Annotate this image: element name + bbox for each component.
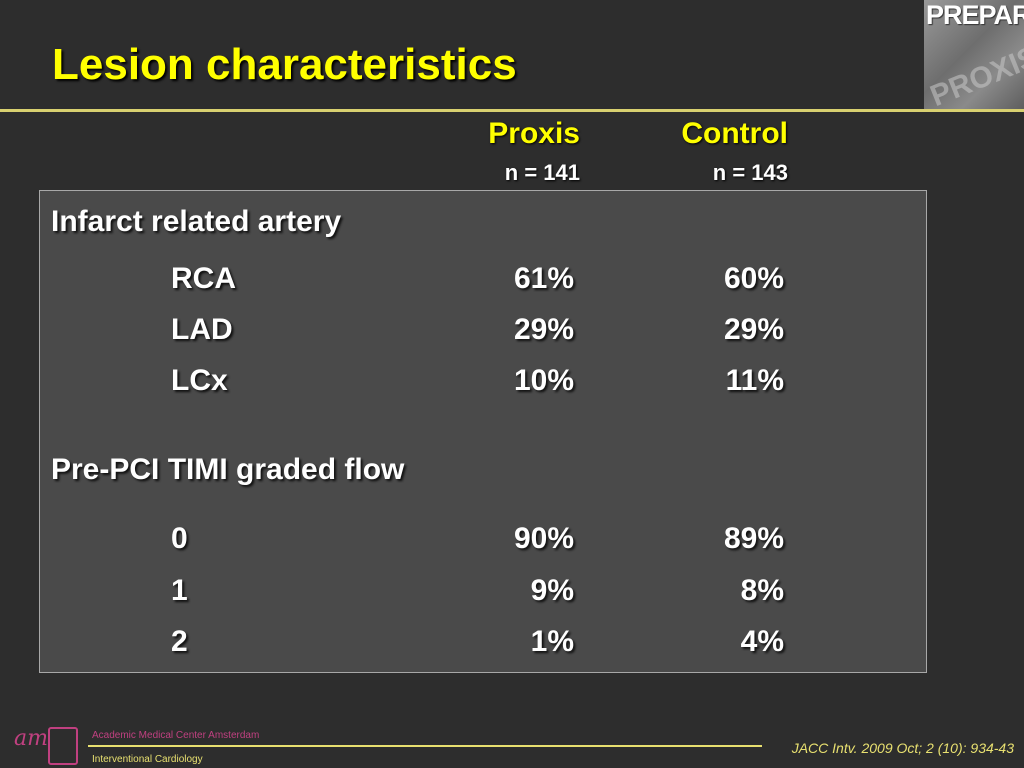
logo-sub: PROXIS [925,40,1024,109]
row-label: 1 [171,574,188,607]
column-n-proxis: n = 141 [504,160,580,185]
amc-logo-icon: am [14,726,48,751]
column-n-control: n = 143 [712,160,788,185]
row-value-control: 4% [740,625,784,658]
institution-label: Academic Medical Center Amsterdam [92,730,260,741]
row-label: 2 [171,625,188,658]
row-label: LAD [171,313,233,346]
row-value-proxis: 90% [513,522,574,555]
title-divider [0,109,1024,112]
citation: JACC Intv. 2009 Oct; 2 (10): 934-43 [791,740,1014,756]
results-table [39,190,927,673]
logo-word: PREPARE [926,0,1024,30]
row-value-control: 8% [740,574,784,607]
row-value-proxis: 29% [513,313,574,346]
department-label: Interventional Cardiology [92,754,203,765]
row-value-control: 89% [723,522,784,555]
row-value-proxis: 61% [513,262,574,295]
slide-title: Lesion characteristics [52,40,517,89]
row-label: LCx [171,364,228,397]
row-value-control: 60% [723,262,784,295]
section-heading-timi-flow: Pre-PCI TIMI graded flow [51,453,405,486]
row-value-control: 11% [725,364,784,397]
row-value-proxis: 10% [513,364,574,397]
row-label: 0 [171,522,188,555]
footer-divider [88,745,762,747]
prepare-proxis-logo: PREPARE PROXIS [924,0,1024,109]
column-header-proxis: Proxis [488,117,580,150]
section-heading-infarct-artery: Infarct related artery [51,205,342,238]
row-label: RCA [171,262,236,295]
row-value-proxis: 1% [530,625,574,658]
row-value-control: 29% [723,313,784,346]
row-value-proxis: 9% [530,574,574,607]
amc-logo-mark [48,727,78,765]
column-header-control: Control [681,117,788,150]
